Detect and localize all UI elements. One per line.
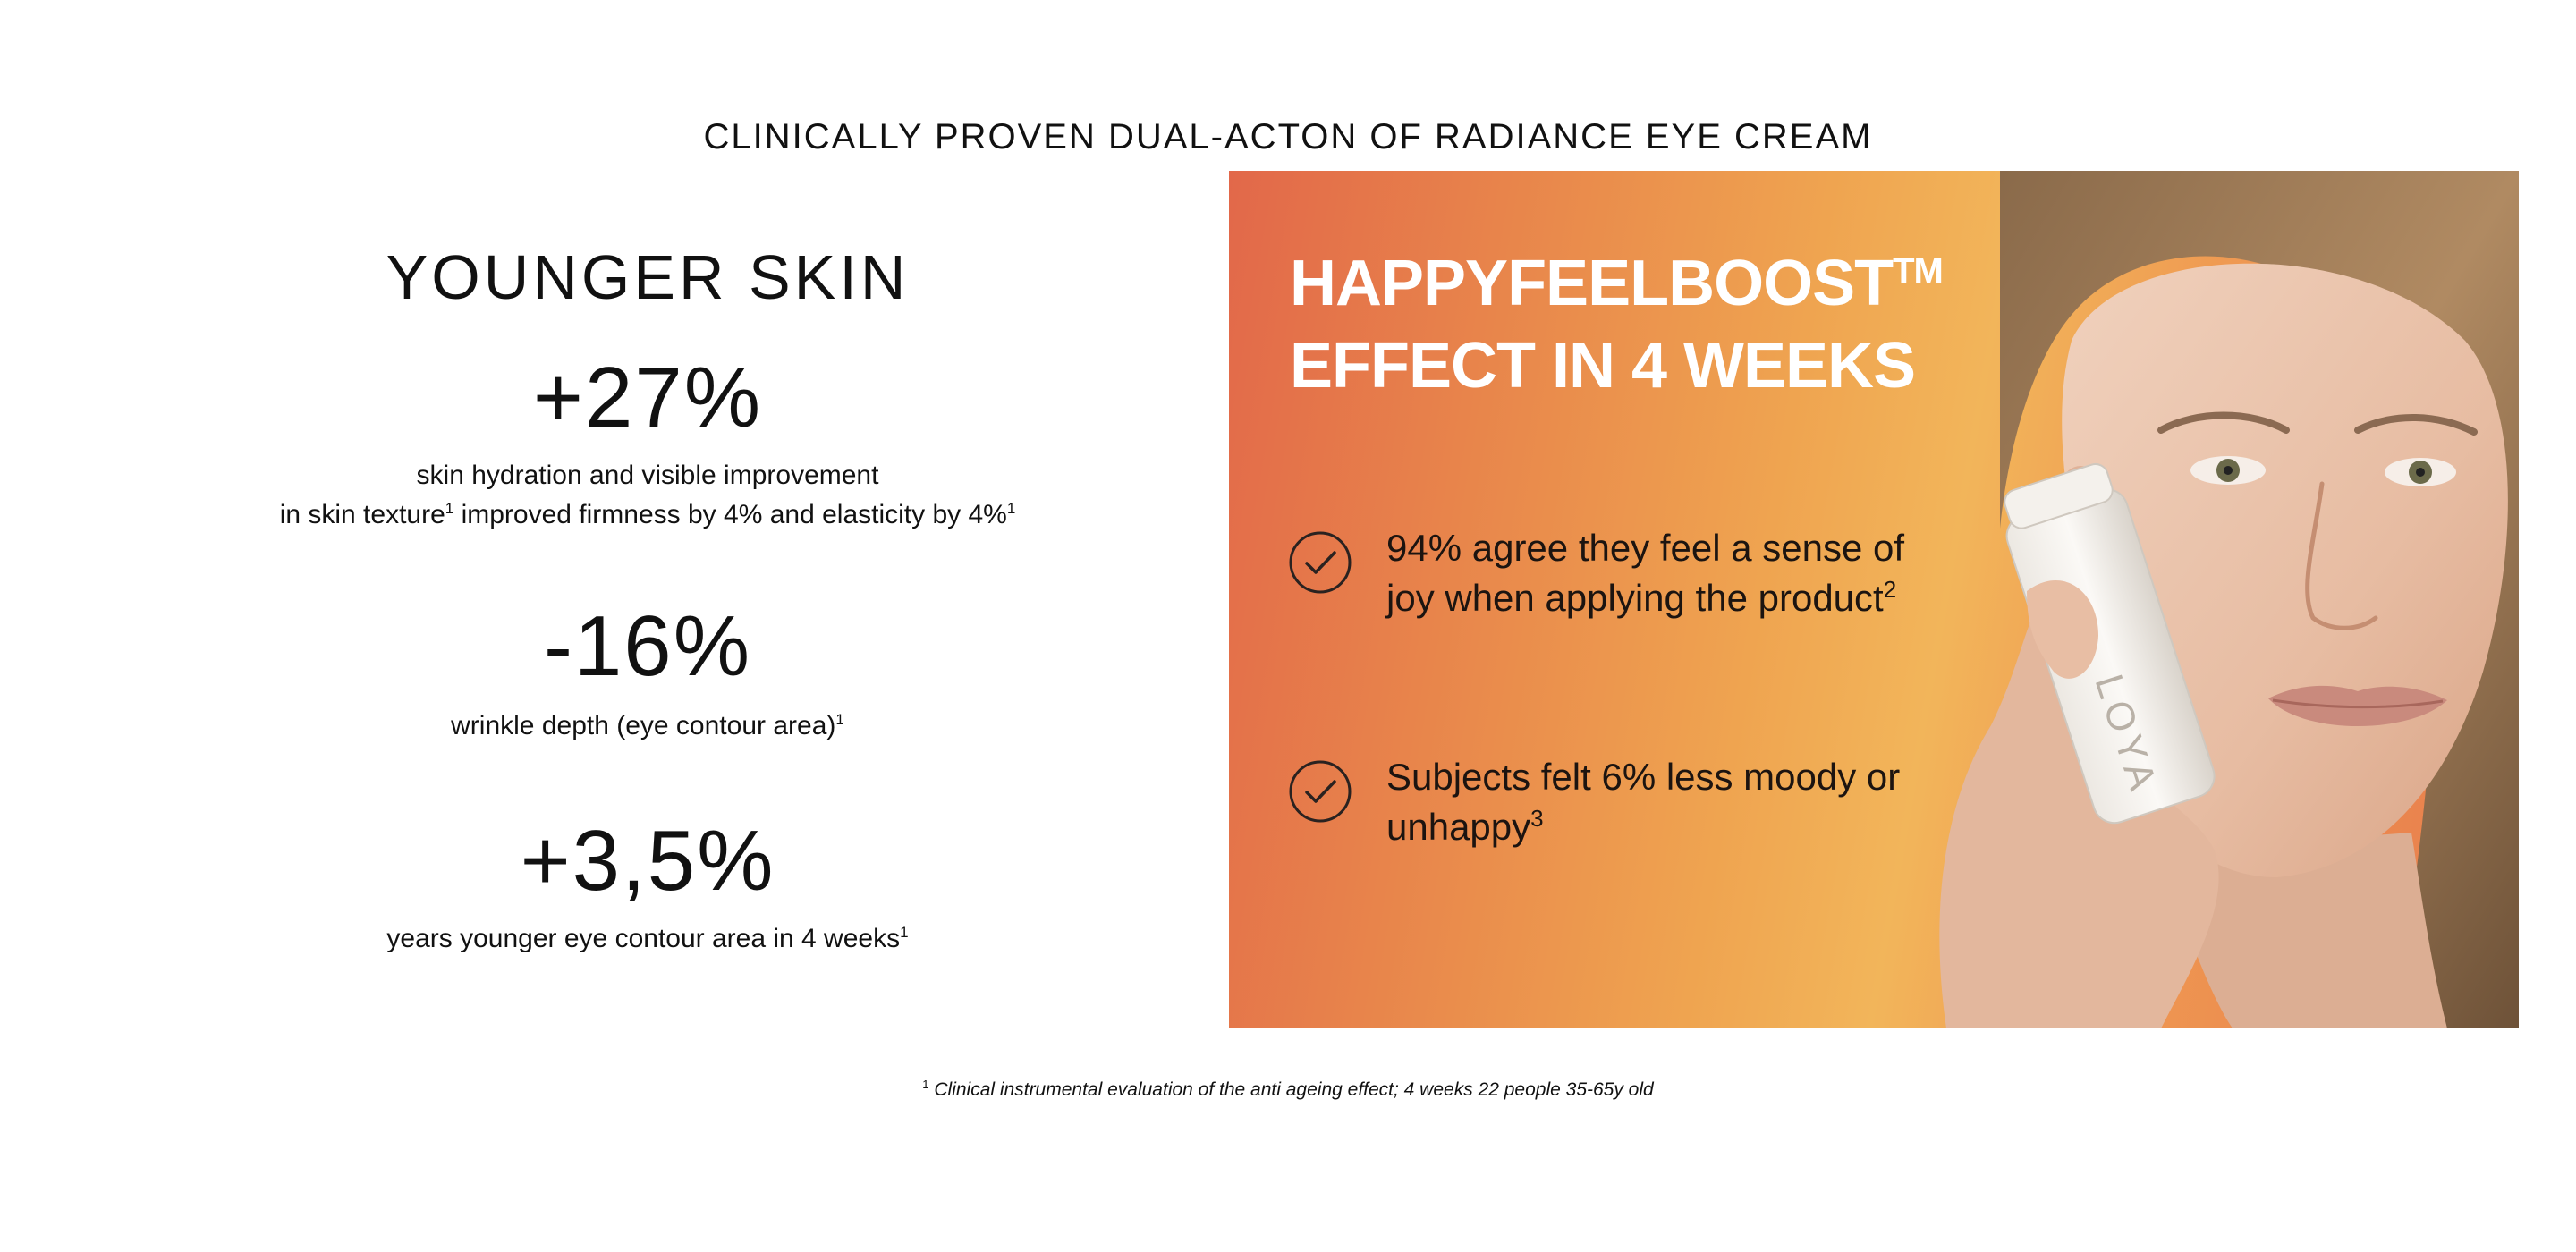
stat-desc-wrinkle: wrinkle depth (eye contour area)1 (0, 706, 1295, 746)
stat-value-wrinkle: -16% (543, 598, 752, 694)
stat-desc-text: years younger eye contour area in 4 week… (386, 924, 901, 953)
check-circle-icon (1289, 760, 1352, 823)
footnote-ref: 1 (1006, 500, 1016, 517)
page-title: CLINICALLY PROVEN DUAL-ACTON OF RADIANCE… (703, 116, 1873, 156)
stat-desc-line: improved firmness by 4% and elasticity b… (453, 500, 1007, 529)
model-portrait-image: LOYA (1939, 171, 2519, 1028)
stat-desc-hydration: skin hydration and visible improvement i… (0, 456, 1295, 535)
stat-desc-line: skin hydration and visible improvement (416, 461, 879, 490)
stat-desc-line: in skin texture (279, 500, 445, 529)
trademark-mark: TM (1893, 251, 1944, 291)
footnote-marker: 1 (922, 1078, 929, 1091)
footnote-ref: 1 (900, 924, 909, 941)
stats-section: YOUNGER SKIN +27% skin hydration and vis… (0, 170, 1295, 1028)
hair-shape (2000, 171, 2519, 1028)
footnote-ref: 2 (1883, 576, 1897, 603)
footnote-ref: 3 (1530, 805, 1544, 832)
benefit-text: 94% agree they feel a sense of joy when … (1386, 523, 1959, 623)
benefit-text: Subjects felt 6% less moody or unhappy3 (1386, 752, 1959, 852)
hand-shape (1939, 575, 2219, 1028)
stats-heading: YOUNGER SKIN (386, 242, 910, 312)
promo-banner: HAPPYFEELBOOSTTM EFFECT IN 4 WEEKS 94% a… (1229, 171, 2519, 1028)
stat-desc-younger: years younger eye contour area in 4 week… (0, 919, 1295, 959)
footnote-ref: 1 (445, 500, 454, 517)
promo-heading-line1: HAPPYFEELBOOST (1290, 248, 1894, 319)
stat-value-younger: +3,5% (520, 813, 775, 909)
promo-heading-line2: EFFECT IN 4 WEEKS (1290, 330, 1916, 402)
footnote-text: Clinical instrumental evaluation of the … (928, 1079, 1654, 1100)
stat-desc-text: wrinkle depth (eye contour area) (451, 711, 836, 740)
benefit-text-body: 94% agree they feel a sense of joy when … (1386, 527, 1905, 619)
benefit-text-body: Subjects felt 6% less moody or unhappy (1386, 756, 1901, 848)
footnote-ref: 1 (835, 711, 844, 728)
check-circle-icon (1289, 531, 1352, 594)
stat-value-hydration: +27% (532, 350, 763, 445)
footnote: 1 Clinical instrumental evaluation of th… (0, 1079, 2576, 1101)
promo-heading: HAPPYFEELBOOSTTM EFFECT IN 4 WEEKS (1290, 242, 2005, 407)
